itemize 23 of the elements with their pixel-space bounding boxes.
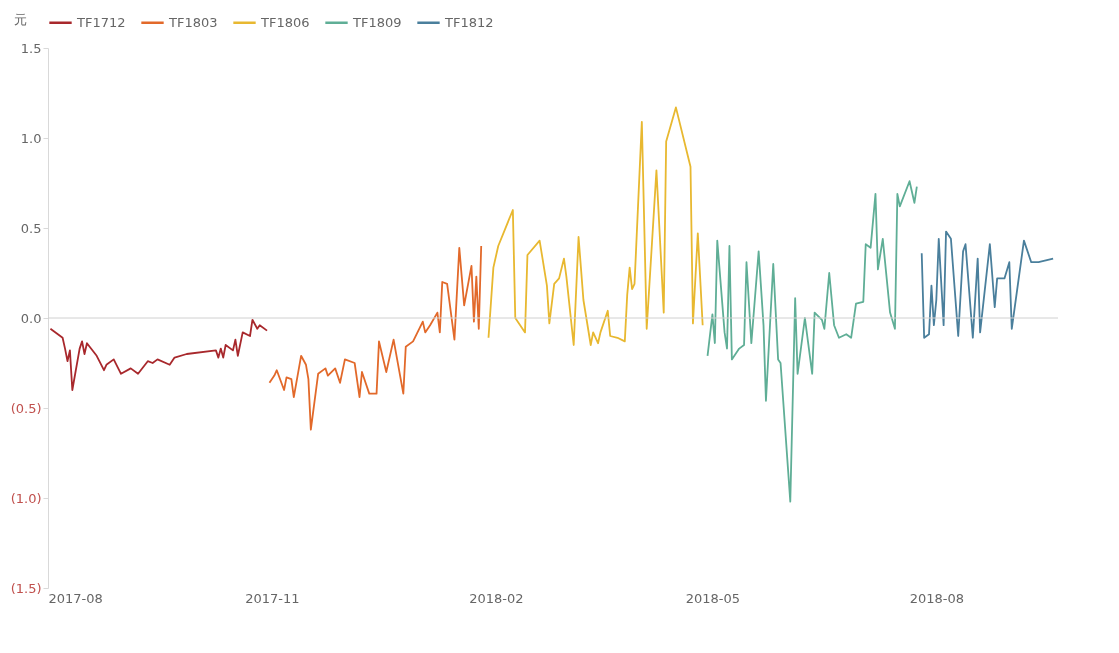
x-tick-label: 2018-05 [685, 590, 741, 606]
y-tick-label: (0.5) [10, 400, 42, 416]
y-tick-label: 0.5 [20, 220, 42, 236]
legend-label: TF1803 [168, 14, 218, 30]
legend-label: TF1806 [260, 14, 310, 30]
line-series [706, 180, 918, 503]
y-tick-label: 1.5 [20, 40, 42, 56]
line-series [487, 106, 704, 346]
legend-label: TF1809 [352, 14, 402, 30]
x-tick-label: 2017-08 [48, 590, 103, 606]
x-tick-label: 2018-08 [909, 590, 964, 606]
x-tick-label: 2018-02 [469, 590, 524, 606]
y-tick-label: 1.0 [20, 130, 42, 146]
legend-label: TF1712 [76, 14, 126, 30]
y-axis-title: 元 [14, 11, 27, 27]
y-tick-label: (1.0) [10, 490, 42, 506]
x-tick-label: 2017-11 [245, 590, 300, 606]
legend-label: TF1812 [444, 14, 494, 30]
y-tick-label: 0.0 [20, 310, 42, 326]
line-series [49, 318, 268, 391]
line-series [268, 245, 483, 431]
y-tick-label: (1.5) [10, 580, 42, 596]
line-series [920, 230, 1055, 339]
